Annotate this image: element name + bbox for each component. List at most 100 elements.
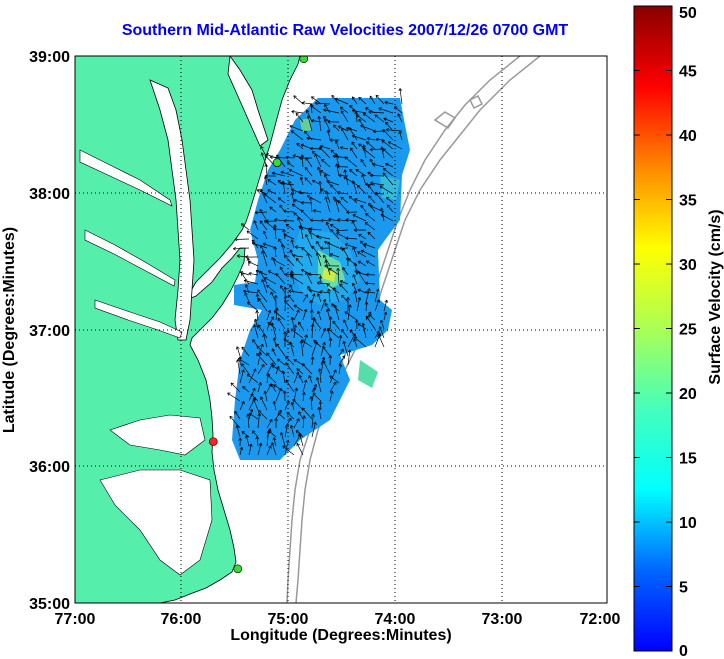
current-arrow-head <box>269 156 273 159</box>
current-arrow-head <box>286 400 290 403</box>
current-arrow-head <box>311 120 314 123</box>
current-arrow-head <box>330 229 334 231</box>
current-arrow-head <box>367 311 371 314</box>
current-arrow <box>267 189 277 195</box>
current-arrow <box>266 383 272 393</box>
current-arrow-head <box>260 152 262 156</box>
current-arrow-head <box>291 401 295 405</box>
current-arrow-head <box>336 228 340 231</box>
current-arrow-head <box>305 271 309 274</box>
current-arrow-head <box>254 319 256 323</box>
current-arrow-head <box>381 207 384 211</box>
current-arrow-head <box>332 155 336 159</box>
current-arrow <box>337 219 349 222</box>
current-arrow <box>291 402 295 411</box>
current-arrow-head <box>349 169 351 173</box>
current-arrow-head <box>241 431 244 435</box>
current-arrow <box>320 275 322 285</box>
current-arrow-head <box>300 209 304 212</box>
current-arrow-head <box>324 196 326 200</box>
current-arrow <box>265 163 268 177</box>
current-arrow-head <box>380 319 384 323</box>
current-arrow <box>277 358 286 366</box>
current-arrow <box>272 259 286 267</box>
current-arrow-head <box>349 195 353 198</box>
current-arrow-head <box>328 241 331 245</box>
current-arrow <box>289 341 295 357</box>
current-arrow-head <box>308 288 312 290</box>
current-arrow-head <box>340 348 344 351</box>
current-arrow-head <box>303 379 307 383</box>
current-arrow-head <box>328 288 331 292</box>
current-arrow <box>272 172 286 177</box>
current-arrow-head <box>324 190 327 194</box>
current-arrow <box>263 230 268 240</box>
current-arrow-head <box>367 231 371 234</box>
current-arrow <box>310 396 313 411</box>
current-arrow-head <box>364 222 367 226</box>
current-arrow-head <box>277 180 280 184</box>
current-arrow <box>365 311 372 321</box>
current-arrow-head <box>333 124 335 128</box>
current-arrow-head <box>375 288 379 292</box>
current-arrow-head <box>368 195 370 199</box>
current-arrow-head <box>294 387 297 391</box>
current-arrow-head <box>273 310 276 314</box>
current-arrow-head <box>326 179 330 182</box>
current-arrow-head <box>309 309 313 313</box>
current-arrow <box>257 442 262 456</box>
current-arrow-head <box>325 196 329 199</box>
current-arrow <box>279 266 286 276</box>
current-arrow <box>399 88 403 105</box>
current-arrow <box>241 363 250 375</box>
current-arrow-head <box>379 207 382 211</box>
current-arrow <box>269 206 277 213</box>
current-arrow <box>263 193 277 204</box>
current-arrow <box>351 135 367 141</box>
sound-2 <box>99 469 213 576</box>
current-arrow <box>238 358 250 366</box>
current-arrow-head <box>290 189 294 192</box>
current-arrow-head <box>255 293 258 297</box>
current-arrow-head <box>282 390 286 394</box>
current-arrow <box>266 430 269 447</box>
current-arrow-head <box>245 435 249 438</box>
current-arrow <box>302 392 305 402</box>
current-arrow-head <box>385 163 388 167</box>
current-arrow-head <box>251 242 255 246</box>
current-arrow-head <box>322 298 326 302</box>
current-arrow <box>346 127 358 132</box>
current-arrow <box>287 294 295 303</box>
current-arrow-head <box>280 182 283 186</box>
current-arrow-head <box>264 390 268 394</box>
current-arrow <box>329 253 340 258</box>
current-arrow <box>301 407 313 420</box>
current-arrow-head <box>264 277 267 281</box>
current-arrow <box>299 432 304 447</box>
current-arrow <box>348 127 358 141</box>
current-arrow-head <box>345 243 349 245</box>
current-arrow-head <box>299 177 302 180</box>
current-arrow <box>377 333 385 348</box>
current-arrow-head <box>317 166 321 170</box>
current-arrow <box>334 198 340 213</box>
current-arrow <box>343 319 349 330</box>
delaware-bay <box>227 56 269 147</box>
current-arrow-head <box>307 285 311 288</box>
current-arrow <box>365 183 376 186</box>
current-arrow-head <box>300 144 304 148</box>
current-arrow-head <box>304 177 308 179</box>
current-arrow <box>365 213 376 222</box>
current-arrow-head <box>254 318 258 322</box>
current-arrow-head <box>339 280 343 284</box>
current-arrow-head <box>234 237 238 240</box>
current-arrow <box>352 180 358 195</box>
current-arrow <box>237 359 241 375</box>
current-arrow-head <box>372 131 376 134</box>
current-arrow-head <box>318 275 321 279</box>
current-arrow-head <box>332 320 336 323</box>
current-arrow-head <box>263 193 266 197</box>
current-arrow-head <box>256 346 259 350</box>
current-arrow <box>248 272 259 276</box>
current-arrow <box>273 401 277 411</box>
